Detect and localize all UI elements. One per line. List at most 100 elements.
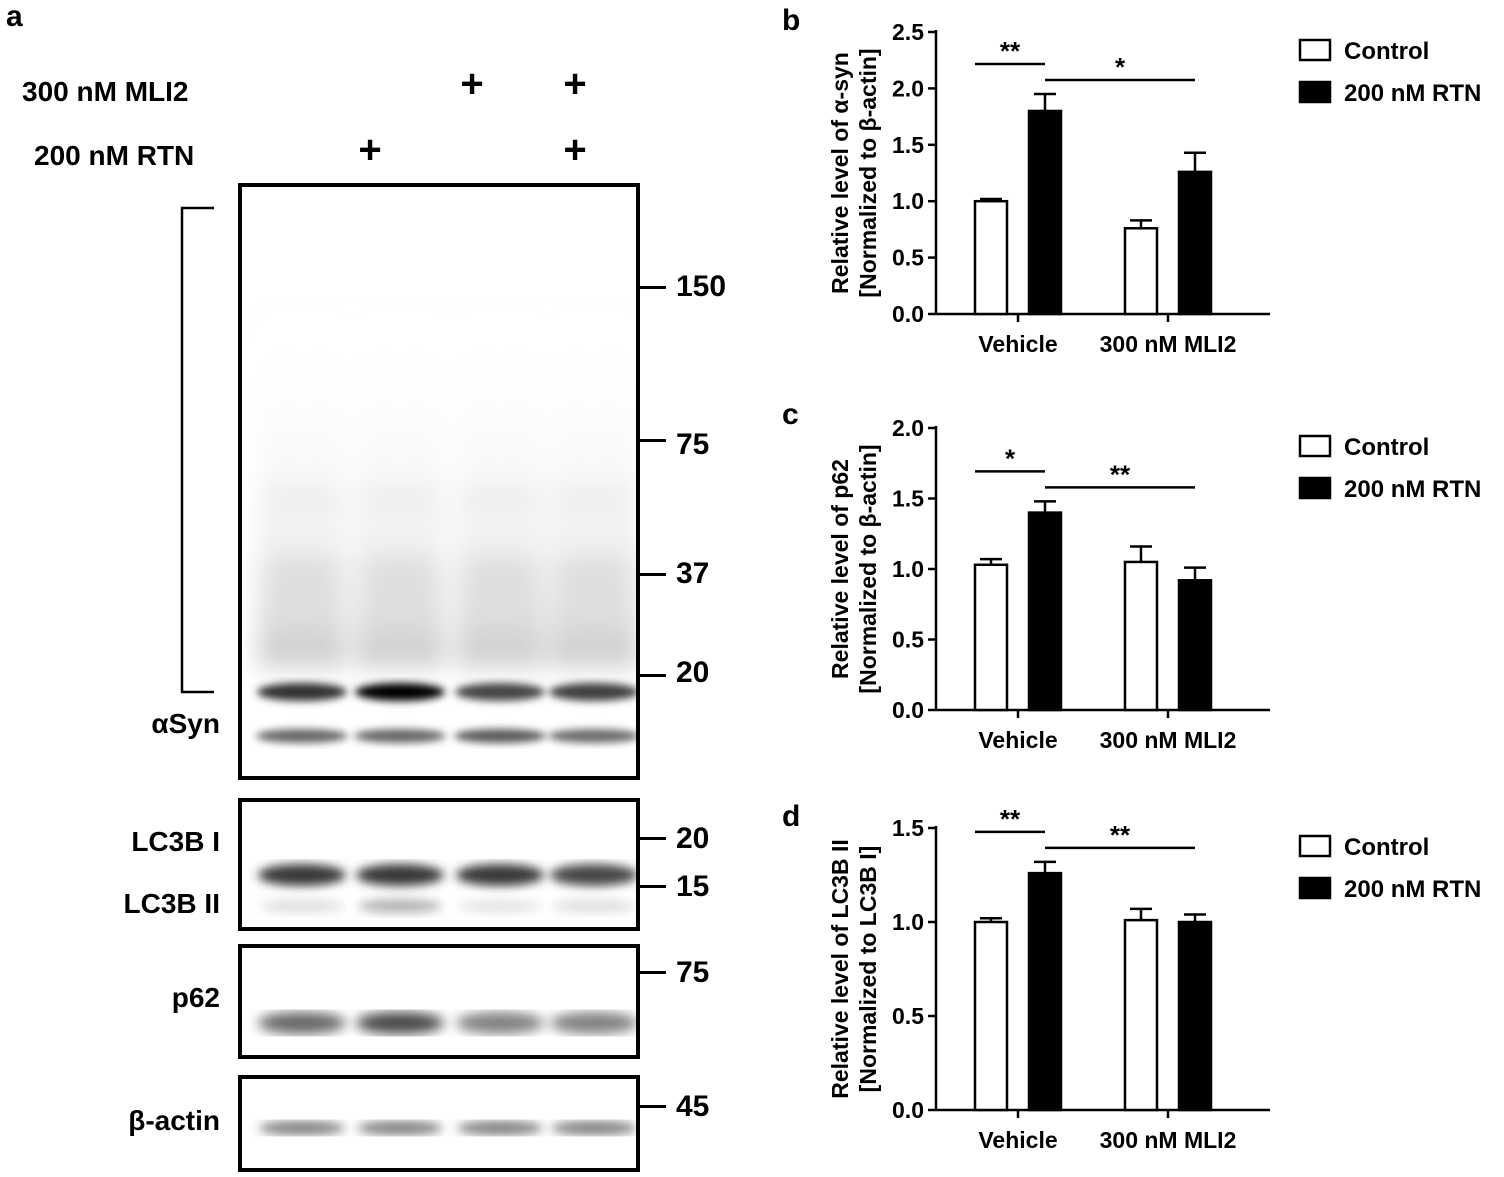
blot-band (455, 683, 545, 701)
y-tick-label: 0.5 (892, 627, 924, 653)
blot-faint-band (456, 573, 544, 585)
condition-label-rtn: 200 nM RTN (34, 140, 195, 171)
blot-band (358, 899, 442, 913)
blot-band (550, 1012, 636, 1034)
bar (1177, 170, 1213, 316)
lane-sign: + (563, 128, 587, 172)
mw-tick (640, 1105, 666, 1108)
mw-tick (640, 573, 666, 576)
legend-label: Control (1344, 38, 1429, 65)
label-lc3b-i: LC3B I (131, 826, 220, 857)
legend-swatch (1298, 38, 1332, 62)
oligomer-bracket (180, 206, 214, 694)
blot-band (548, 729, 636, 743)
blot-lc3b-image (258, 864, 636, 913)
mw-tick (640, 286, 666, 289)
blot-band (550, 864, 636, 886)
mw-marker-actin-45: 45 (676, 1090, 710, 1123)
y-tick-label: 0.5 (892, 245, 924, 271)
bar (973, 563, 1009, 712)
legend-swatch (1298, 834, 1332, 858)
panel-letter-a: a (6, 0, 23, 33)
y-tick-label: 2.0 (892, 415, 924, 441)
blot-faint-band (356, 591, 444, 603)
legend-label: 200 nM RTN (1344, 876, 1481, 903)
y-tick-label: 1.5 (892, 486, 924, 512)
blot-smear (550, 307, 636, 667)
blot-alpha-syn (238, 183, 640, 780)
chart-panel-c: 0.0 0.5 1.0 1.5 2.0 Vehicle 300 nM MLI2 Relativ… (827, 415, 1481, 753)
blot-faint-band (456, 559, 544, 571)
legend-swatch (1298, 476, 1332, 500)
y-tick-label: 0.0 (892, 301, 924, 327)
blot-faint-band (550, 591, 636, 603)
blot-band (260, 899, 344, 913)
blot-band (357, 1121, 443, 1135)
panel-letter-c: c (782, 398, 799, 431)
blot-lc3b (238, 798, 640, 931)
significance-marker: ** (1110, 820, 1131, 850)
legend-swatch (1298, 876, 1332, 900)
blot-band (454, 729, 546, 743)
bar (973, 920, 1009, 1112)
blot-beta-actin-image (259, 1121, 636, 1135)
x-category-label: 300 nM MLI2 (1100, 331, 1237, 357)
bar (973, 199, 1009, 316)
bar (1177, 920, 1213, 1112)
significance-marker: ** (1000, 804, 1021, 834)
bar (1027, 109, 1063, 316)
legend-swatch (1298, 80, 1332, 104)
legend-label: Control (1344, 434, 1429, 461)
x-category-label: 300 nM MLI2 (1100, 1127, 1237, 1153)
bar (1027, 871, 1063, 1112)
blot-band (258, 1012, 346, 1034)
mw-tick (640, 837, 666, 840)
mw-tick (640, 439, 666, 442)
y-tick-label: 0.0 (892, 697, 924, 723)
y-tick-label: 1.0 (892, 909, 924, 935)
y-tick-label: 0.0 (892, 1097, 924, 1123)
legend-label: Control (1344, 834, 1429, 861)
y-tick-label: 2.5 (892, 19, 924, 45)
blot-faint-band (258, 491, 346, 503)
blot-faint-band (550, 559, 636, 571)
x-category-label: Vehicle (978, 1127, 1057, 1153)
label-p62: p62 (171, 982, 220, 1013)
y-axis-label: Relative level of α-syn (827, 52, 853, 294)
blot-band (259, 1121, 345, 1135)
y-axis-label: [Normalized to LC3B I] (855, 846, 881, 1093)
legend-swatch (1298, 434, 1332, 458)
mw-tick (640, 971, 666, 974)
mw-marker-p62-75: 75 (676, 956, 710, 989)
label-alpha-syn: αSyn (151, 708, 220, 739)
label-beta-actin: β-actin (128, 1105, 220, 1136)
mw-marker-150: 150 (676, 270, 727, 303)
blot-smear (456, 307, 544, 667)
bar (1027, 511, 1063, 712)
mw-marker-20: 20 (676, 656, 710, 689)
blot-band (256, 729, 348, 743)
mw-tick (640, 885, 666, 888)
blot-band (458, 899, 542, 913)
bar (1123, 918, 1159, 1112)
blot-smear (258, 307, 346, 667)
lane-sign: + (358, 128, 382, 172)
y-tick-label: 1.0 (892, 556, 924, 582)
mw-marker-37: 37 (676, 557, 710, 590)
blot-faint-band (356, 491, 444, 503)
y-tick-label: 1.0 (892, 188, 924, 214)
blot-band (549, 683, 636, 701)
legend-label: 200 nM RTN (1344, 476, 1481, 503)
blot-faint-band (456, 591, 544, 603)
x-category-label: 300 nM MLI2 (1100, 727, 1237, 753)
legend-label: 200 nM RTN (1344, 80, 1481, 107)
mw-marker-75: 75 (676, 428, 710, 461)
blot-beta-actin (238, 1075, 640, 1172)
bar (1123, 227, 1159, 316)
blot-faint-band (550, 573, 636, 585)
blot-band (257, 683, 347, 701)
panel-letter-d: d (782, 800, 801, 833)
lane-sign: + (563, 62, 587, 106)
y-tick-label: 1.5 (892, 132, 924, 158)
y-axis-label: Relative level of p62 (827, 459, 853, 679)
